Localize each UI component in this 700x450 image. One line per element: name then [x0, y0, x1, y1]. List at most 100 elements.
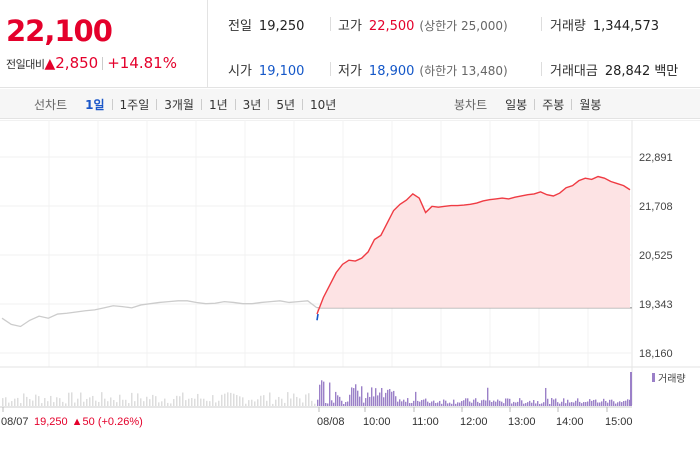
- line-chart-title: 선차트: [34, 97, 68, 112]
- divider: [111, 98, 113, 110]
- volume-bar: [403, 399, 405, 406]
- volume-bar: [477, 401, 479, 406]
- volume-bar: [549, 403, 551, 406]
- price-block: 22,100 전일대비▲2,850 +14.81%: [0, 0, 208, 88]
- volume-bar: [68, 392, 70, 406]
- volume-bar: [619, 401, 621, 406]
- tab-daily[interactable]: 일봉: [505, 97, 528, 112]
- volume-bar: [507, 398, 509, 406]
- volume-bar: [625, 400, 627, 406]
- volume-bar: [373, 396, 375, 406]
- volume-bar: [29, 399, 31, 406]
- stat-label: 저가: [338, 64, 362, 79]
- volume-bar: [176, 395, 178, 406]
- volume-bar: [23, 393, 25, 406]
- divider: [541, 62, 542, 76]
- stat-label: 고가: [338, 19, 362, 34]
- price-chart[interactable]: 22,891 21,708 20,525 19,343 18,160 거래량 08/07…: [0, 120, 700, 450]
- volume-bar: [331, 400, 333, 406]
- volume-bar: [537, 401, 539, 406]
- volume-bar: [122, 399, 124, 406]
- change-rate: +14.81%: [107, 54, 177, 72]
- volume-bar: [613, 401, 615, 406]
- volume-bar: [630, 372, 632, 406]
- volume-bar: [317, 399, 319, 406]
- volume-bar: [296, 396, 298, 406]
- divider: [534, 98, 536, 110]
- tab-1d[interactable]: 1일: [85, 97, 105, 112]
- volume-bar: [266, 400, 268, 406]
- volume-bar: [609, 399, 611, 406]
- volume-bar: [445, 400, 447, 406]
- volume-bar: [469, 401, 471, 406]
- tab-5y[interactable]: 5년: [276, 97, 296, 112]
- volume-bar: [543, 402, 545, 406]
- volume-bar: [53, 402, 55, 406]
- volume-bar: [483, 399, 485, 406]
- volume-bar: [8, 402, 10, 406]
- stock-summary: 22,100 전일대비▲2,850 +14.81% 전일 19,250 고가 22,5…: [0, 0, 700, 88]
- today-open-dip: [316, 313, 319, 321]
- volume-bar: [377, 395, 379, 406]
- volume-bar: [311, 400, 313, 406]
- volume-bar: [463, 400, 465, 406]
- volume-bar: [559, 403, 561, 406]
- volume-bar: [571, 402, 573, 406]
- volume-bar: [305, 394, 307, 406]
- stat-label: 전일: [228, 19, 252, 34]
- up-arrow-icon: ▲: [44, 56, 56, 72]
- volume-bar: [155, 396, 157, 406]
- volume-bar: [92, 395, 94, 406]
- volume-bar: [419, 401, 421, 406]
- volume-bar: [14, 398, 16, 406]
- tab-monthly[interactable]: 월봉: [579, 97, 602, 112]
- volume-bar: [535, 403, 537, 406]
- volume-bar: [615, 403, 617, 406]
- candle-chart-tabs: 봉차트 일봉 주봉 월봉: [454, 89, 605, 119]
- volume-bar: [185, 400, 187, 406]
- tab-weekly[interactable]: 주봉: [542, 97, 565, 112]
- x-tick-label: 15:00: [605, 416, 633, 428]
- volume-bar: [611, 399, 613, 406]
- volume-bar: [293, 393, 295, 406]
- volume-bar: [593, 399, 595, 406]
- volume-bar: [62, 401, 64, 406]
- volume-bar: [453, 399, 455, 406]
- volume-bar: [56, 397, 58, 406]
- tab-3y[interactable]: 3년: [242, 97, 262, 112]
- volume-bar: [589, 399, 591, 406]
- volume-bar: [335, 391, 337, 406]
- volume-bar: [423, 399, 425, 406]
- volume-bar: [557, 402, 559, 406]
- volume-bar: [284, 402, 286, 406]
- stat-volume: 거래량 1,344,573: [550, 15, 659, 34]
- volume-bar: [573, 402, 575, 406]
- volume-bar: [347, 401, 349, 406]
- volume-bar: [323, 381, 325, 406]
- tab-1y[interactable]: 1년: [208, 97, 228, 112]
- volume-bar: [314, 403, 316, 406]
- up-arrow-icon: ▲: [72, 416, 83, 428]
- volume-bar: [50, 395, 52, 406]
- volume-bar: [491, 401, 493, 406]
- volume-bar: [269, 392, 271, 406]
- volume-bar: [215, 402, 217, 406]
- volume-bar: [561, 401, 563, 406]
- volume-bar: [363, 402, 365, 406]
- stat-sub: (상한가 25,000): [419, 19, 508, 33]
- volume-bar: [435, 403, 437, 406]
- volume-bar: [511, 403, 513, 406]
- volume-bar: [501, 401, 503, 406]
- volume-bar: [473, 399, 475, 406]
- volume-bar: [65, 403, 67, 406]
- volume-bar: [263, 395, 265, 406]
- volume-bar: [203, 398, 205, 406]
- volume-bar: [272, 403, 274, 406]
- tab-10y[interactable]: 10년: [310, 97, 337, 112]
- volume-bar: [239, 396, 241, 406]
- tab-1w[interactable]: 1주일: [119, 97, 150, 112]
- prev-day-change: 50 (+0.26%): [83, 416, 143, 428]
- volume-bar: [553, 399, 555, 406]
- tab-3m[interactable]: 3개월: [164, 97, 194, 112]
- x-tick-label: 08/07: [1, 416, 29, 428]
